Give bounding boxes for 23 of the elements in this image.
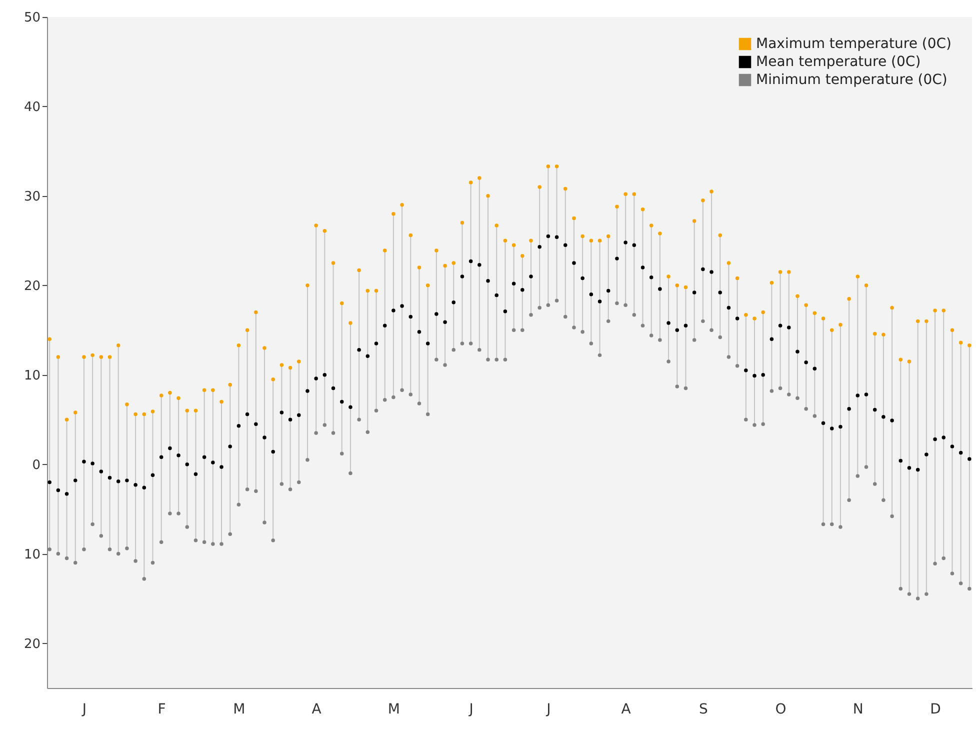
x-tick-label: S: [698, 702, 708, 718]
x-tick-label: N: [852, 702, 864, 718]
y-tick-label: 20: [24, 636, 40, 652]
x-tick-label: J: [468, 702, 474, 718]
x-tick-label: M: [233, 702, 246, 718]
legend-label: Maximum temperature (0C): [756, 36, 952, 52]
y-tick-label: 10: [24, 368, 40, 384]
x-tick-label: M: [388, 702, 400, 718]
y-tick-label: 20: [24, 278, 40, 294]
legend-label: Mean temperature (0C): [756, 54, 921, 70]
y-tick-label: 50: [24, 10, 40, 26]
y-tick-label: 0: [32, 458, 40, 473]
x-tick-label: A: [621, 702, 632, 718]
y-tick-label: 40: [24, 100, 40, 115]
x-tick-label: D: [930, 702, 941, 718]
x-tick-label: F: [158, 702, 166, 718]
y-tick-label: 30: [24, 189, 40, 204]
x-tick-label: J: [546, 702, 551, 718]
x-tick-label: J: [81, 702, 87, 718]
x-tick-label: O: [775, 702, 786, 718]
y-tick-label: 10: [24, 547, 40, 562]
legend-label: Minimum temperature (0C): [756, 72, 948, 88]
x-tick-label: A: [312, 702, 322, 718]
